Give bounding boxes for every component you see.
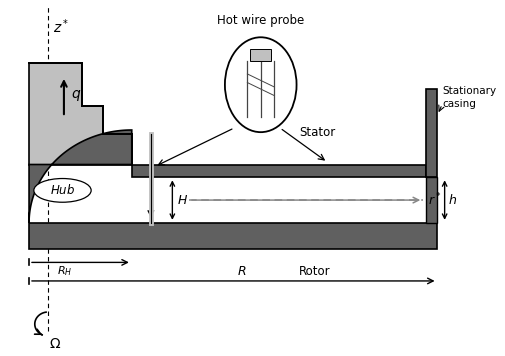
Polygon shape [29, 63, 131, 164]
Text: $z^*$: $z^*$ [53, 18, 69, 36]
FancyBboxPatch shape [250, 49, 271, 61]
Polygon shape [425, 89, 437, 177]
Polygon shape [131, 164, 425, 177]
Text: $R$: $R$ [236, 265, 246, 278]
Text: $H$: $H$ [177, 194, 188, 206]
Text: Hot wire probe: Hot wire probe [217, 14, 304, 27]
Text: $R_H$: $R_H$ [57, 265, 72, 278]
Polygon shape [29, 130, 131, 223]
Text: Rotor: Rotor [298, 265, 330, 278]
Ellipse shape [34, 178, 91, 202]
Text: $r^*$: $r^*$ [427, 192, 441, 208]
Polygon shape [29, 223, 437, 248]
Text: Stator: Stator [298, 126, 334, 138]
Text: $h$: $h$ [447, 193, 457, 207]
Text: $q$: $q$ [71, 88, 81, 103]
Polygon shape [425, 177, 437, 223]
Text: Stationary
casing: Stationary casing [441, 87, 495, 109]
Text: $\Omega$: $\Omega$ [49, 337, 61, 351]
Text: $\it{Hub}$: $\it{Hub}$ [50, 183, 75, 197]
Ellipse shape [224, 37, 296, 132]
